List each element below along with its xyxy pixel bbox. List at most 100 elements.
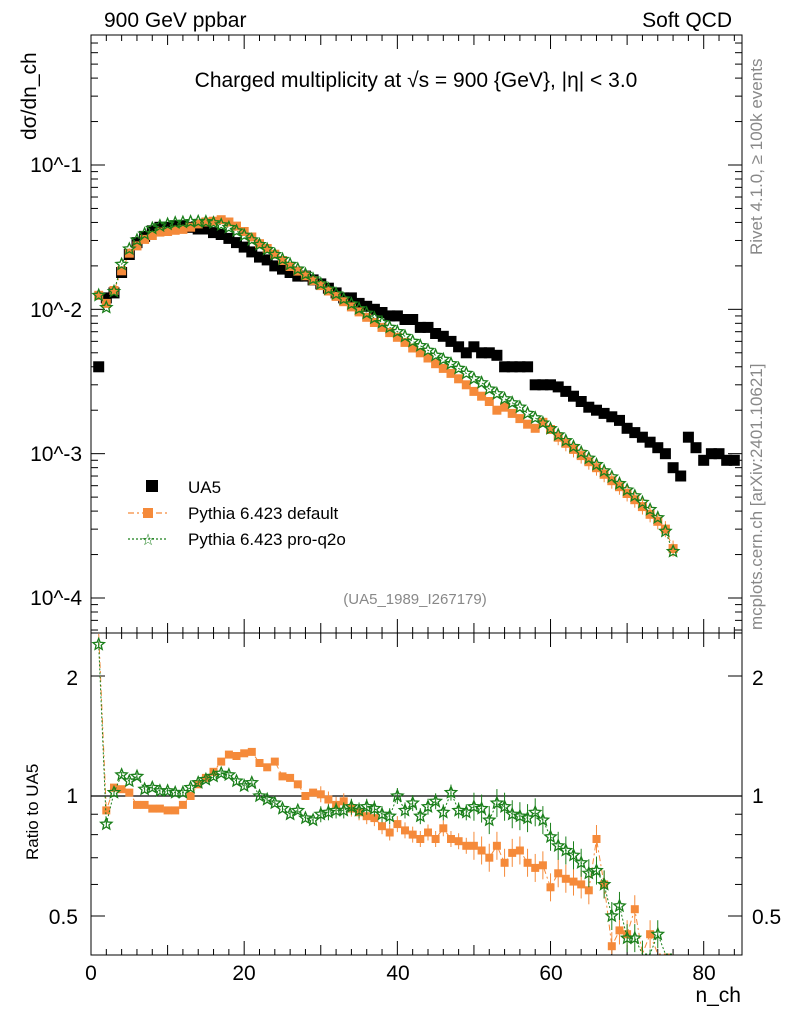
proq2o-point [627,488,643,503]
ratio-proq2o-point [604,908,620,923]
ratio-default-point [125,788,134,797]
ratio-default-point [286,773,295,782]
default-point [255,239,264,249]
default-point [507,408,517,418]
ua5-point [154,221,166,233]
default-point [515,414,525,424]
ua5-point [629,427,641,439]
ratio-default-point [561,874,570,883]
proq2o-point [589,456,604,471]
proq2o-point [497,391,512,405]
ua5-point [575,396,587,407]
default-point [109,286,119,295]
default-point [469,386,479,396]
ratio-proq2o-point [535,812,551,827]
ratio-proq2o-point [497,799,512,814]
default-point [163,227,173,236]
ratio-proq2o-point [650,926,666,941]
ratio-panel-frame [90,632,743,956]
x-tick-label-40: 40 [386,962,409,985]
proq2o-point [282,256,298,271]
ratio-default-point [247,747,256,756]
ratio-tick-label-0-5-right: 0.5 [752,906,781,929]
ua5-point [545,379,556,391]
ua5-point [667,462,679,474]
proq2o-point [474,374,489,389]
ratio-proq2o-point [213,765,229,780]
proq2o-point [635,494,650,509]
ua5-point [705,448,717,460]
ratio-proq2o-point [481,812,497,827]
main-title: Charged multiplicity at √s = 900 {GeV}, … [195,69,638,92]
ratio-default-point [102,806,111,815]
proq2o-point [305,271,321,286]
proq2o-point [344,296,359,311]
proq2o-point [106,283,122,298]
ua5-point [491,349,503,361]
ratio-proq2o-point [98,816,114,831]
ua5-point [728,454,740,466]
proq2o-point [244,232,260,247]
ratio-proq2o-point [244,775,260,789]
ratio-default-point [408,830,417,839]
default-point [431,359,441,369]
ratio-default-point [362,812,371,821]
ua5-point [621,422,633,434]
ratio-proq2o-point [566,847,581,862]
ratio-proq2o-point [374,806,390,821]
ua5-point [261,254,273,266]
proq2o-point [206,215,221,229]
proq2o-point [382,319,398,334]
proq2o-point [275,251,290,266]
ua5-point [284,267,296,278]
proq2o-point [420,342,436,357]
ua5-point [506,361,518,373]
default-point [170,225,180,235]
proq2o-point [581,450,597,465]
ratio-proq2o-line [98,644,674,955]
ratio-proq2o-point [144,779,160,794]
proq2o-point [259,241,275,256]
ratio-ylabel: Ratio to UA5 [23,764,42,860]
proq2o-point [229,223,244,238]
proq2o-point [412,338,428,352]
ua5-point [460,347,472,359]
ua5-point [659,448,671,460]
proq2o-point [114,256,129,271]
ua5-point [422,321,434,333]
ratio-default-point [217,757,226,766]
proq2o-point [535,415,551,430]
default-point [477,391,487,401]
proq2o-point [98,299,114,314]
default-point [124,248,134,258]
ua5-point [277,263,288,275]
proq2o-point [527,410,543,425]
proq2o-point [451,360,466,375]
proq2o-point [405,333,421,348]
proq2o-point [359,305,375,320]
axes-ticks [90,35,742,955]
ratio-proq2o-point [206,768,221,783]
ratio-default-point [117,785,126,794]
ratio-tick-label-0-5: 0.5 [49,906,78,929]
ratio-default-point [155,804,164,813]
default-point [660,524,670,534]
ua5-point [552,381,564,393]
ratio-default-point [186,792,195,800]
mcplots-label: mcplots.cern.ch [arXiv:2401.10621] [747,364,766,630]
ratio-proq2o-point [405,795,421,810]
ratio-proq2o-point [275,800,290,815]
proq2o-point [550,427,566,442]
y-tick-label-1e-2: 10^-2 [30,299,82,322]
ratio-proq2o-point [428,793,444,808]
ratio-default-point [515,846,524,855]
default-point [607,476,617,486]
ratio-default-point [232,752,241,760]
ua5-point [614,414,625,426]
proq2o-point [612,475,627,490]
y-tick-label-1e-4: 10^-4 [30,587,82,610]
ua5-point [430,328,442,339]
header-left: 900 GeV ppbar [104,9,246,32]
ratio-default-point [485,853,494,862]
